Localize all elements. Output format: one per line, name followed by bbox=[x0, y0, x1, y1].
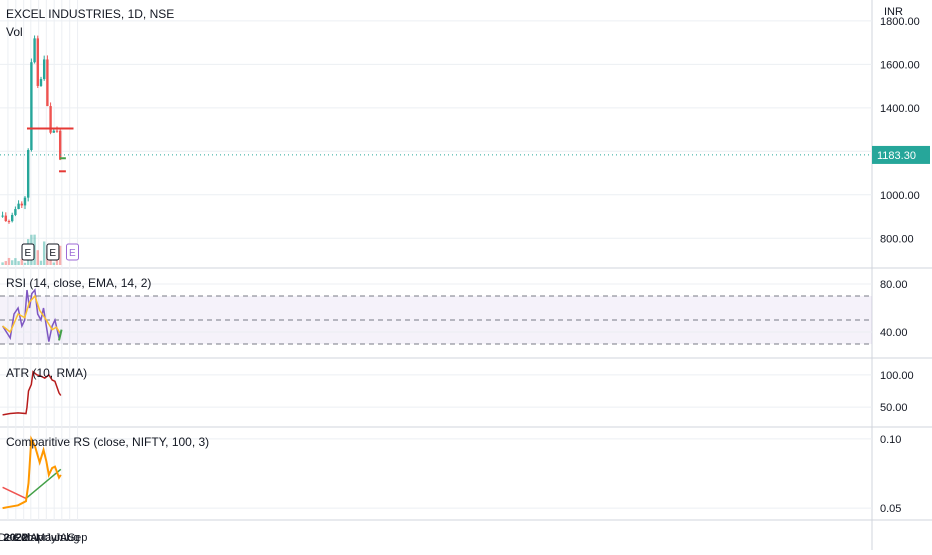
candle-body bbox=[46, 59, 49, 107]
candle-body bbox=[52, 130, 55, 133]
volume-bar bbox=[1, 262, 4, 265]
candle-body bbox=[7, 221, 11, 223]
candle-body bbox=[39, 79, 43, 86]
volume-bar bbox=[42, 241, 46, 265]
rsi-title[interactable]: RSI (14, close, EMA, 14, 2) bbox=[6, 276, 152, 290]
earnings-marker-label-1: E bbox=[49, 248, 56, 259]
earnings-marker-label-2: E bbox=[69, 248, 76, 259]
candle-body bbox=[42, 59, 46, 80]
crs-series-0 bbox=[2, 486, 27, 500]
rsi-series-1 bbox=[2, 294, 62, 335]
earnings-marker-1 bbox=[46, 243, 60, 261]
currency-label: INR bbox=[884, 6, 903, 18]
crs-title[interactable]: Comparitive RS (close, NIFTY, 100, 3) bbox=[6, 435, 210, 449]
candle-body bbox=[33, 38, 36, 63]
rsi-trendline bbox=[58, 329, 63, 341]
volume-bar bbox=[10, 260, 14, 265]
atr-series-0 bbox=[2, 370, 62, 416]
candle-body bbox=[17, 203, 20, 210]
candle-body bbox=[14, 209, 17, 215]
y-tick-label-3-1: 0.10 bbox=[880, 434, 901, 446]
volume-bar bbox=[23, 262, 27, 265]
candle-body bbox=[23, 197, 27, 206]
crs-series-1 bbox=[25, 468, 62, 499]
y-tick-label-2-0: 50.00 bbox=[880, 402, 908, 414]
y-tick-label-2-1: 100.00 bbox=[880, 370, 914, 382]
volume-bar bbox=[7, 257, 11, 265]
x-tick-label-1: 2022 bbox=[4, 532, 28, 544]
x-tick-label-3: Mar bbox=[21, 532, 40, 544]
crs-series-2 bbox=[2, 435, 62, 510]
volume-bar bbox=[36, 250, 39, 265]
x-tick-label-8: Aug bbox=[60, 532, 80, 544]
x-tick-label-2: Feb bbox=[14, 532, 33, 544]
x-tick-label-5: May bbox=[36, 532, 57, 544]
symbol-title[interactable]: EXCEL INDUSTRIES, 1D, NSE bbox=[6, 7, 175, 21]
candle-body bbox=[1, 215, 4, 217]
y-tick-label-1-1: 80.00 bbox=[880, 279, 908, 291]
earnings-marker-0 bbox=[21, 243, 35, 261]
volume-bar bbox=[58, 245, 62, 265]
candle-body bbox=[4, 215, 7, 222]
last-price-badge bbox=[872, 145, 930, 164]
x-tick-label-6: Jun bbox=[45, 532, 63, 544]
candle-body bbox=[55, 130, 59, 132]
candle-body bbox=[26, 150, 30, 198]
earnings-marker-label-0: E bbox=[25, 248, 32, 259]
volume-bar bbox=[39, 260, 43, 265]
y-tick-label-0-5: 1800.00 bbox=[880, 16, 920, 28]
earnings-marker-2 bbox=[65, 243, 79, 261]
y-tick-label-0-4: 1600.00 bbox=[880, 59, 920, 71]
volume-bar bbox=[17, 261, 20, 265]
y-tick-label-1-0: 40.00 bbox=[880, 327, 908, 339]
x-tick-label-4: Apr bbox=[30, 532, 47, 544]
candle-body bbox=[49, 106, 52, 133]
x-tick-label-9: Sep bbox=[68, 532, 88, 544]
volume-label: Vol bbox=[6, 25, 23, 39]
y-tick-label-0-0: 800.00 bbox=[880, 233, 914, 245]
volume-bar bbox=[52, 262, 55, 265]
candle-body bbox=[36, 38, 39, 86]
x-tick-label-7: Jul bbox=[55, 532, 69, 544]
candle-body bbox=[20, 203, 23, 206]
volume-bar bbox=[33, 234, 36, 265]
y-tick-label-0-3: 1400.00 bbox=[880, 103, 920, 115]
candle-body bbox=[30, 62, 33, 151]
candle-body bbox=[10, 214, 14, 222]
volume-bar bbox=[55, 258, 59, 265]
volume-bar bbox=[20, 259, 23, 265]
atr-title[interactable]: ATR (10, RMA) bbox=[6, 366, 88, 380]
y-tick-label-0-1: 1000.00 bbox=[880, 190, 920, 202]
volume-bar bbox=[4, 261, 7, 265]
x-tick-label-0: Dec bbox=[0, 532, 18, 544]
y-tick-label-3-0: 0.05 bbox=[880, 503, 901, 515]
candle-body bbox=[58, 130, 62, 160]
last-price-label: 1183.30 bbox=[877, 150, 916, 162]
volume-bar bbox=[14, 258, 17, 265]
